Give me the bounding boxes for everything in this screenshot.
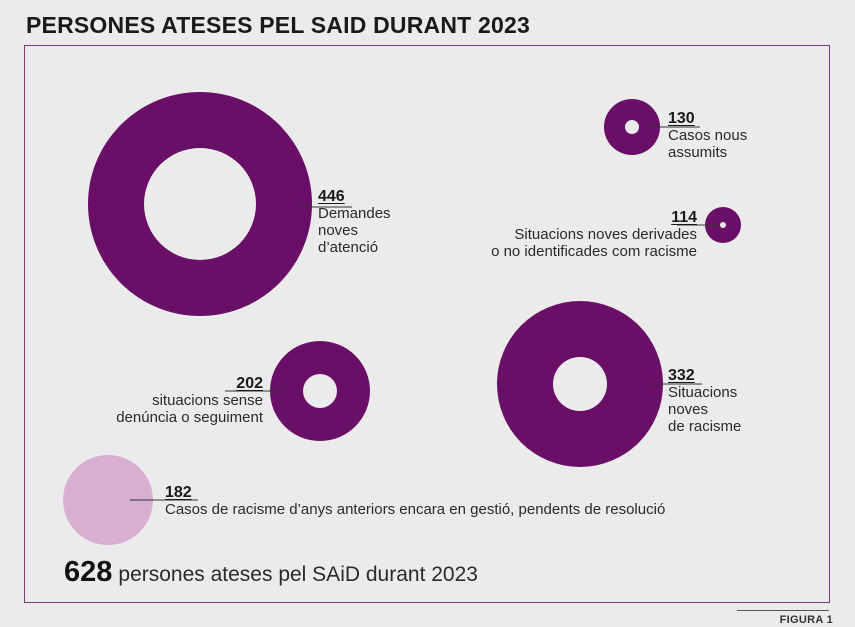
figure-label: FIGURA 1 [779, 614, 833, 626]
ring-sense [225, 341, 370, 441]
label-demandes: 446 Demandes noves d’atenció [318, 188, 391, 256]
desc-derivades: Situacions noves derivades o no identifi… [491, 226, 697, 260]
ring-hole-casos [625, 120, 639, 134]
desc-demandes: Demandes noves d’atenció [318, 205, 391, 256]
label-racisme: 332 Situacions noves de racisme [668, 367, 741, 435]
ring-derivades [677, 207, 741, 243]
ring-racisme [497, 301, 702, 467]
desc-sense: situacions sense denúncia o seguiment [116, 392, 263, 426]
total-summary: 628 persones ateses pel SAiD durant 2023 [64, 556, 478, 589]
value-derivades: 114 [671, 209, 697, 226]
chart-title: PERSONES ATESES PEL SAID DURANT 2023 [26, 12, 530, 38]
label-casos: 130 Casos nous assumits [668, 110, 747, 161]
ring-hole-sense [303, 374, 337, 408]
desc-anteriors: Casos de racisme d’anys anteriors encara… [165, 501, 666, 518]
ring-hole-racisme [553, 357, 607, 411]
value-anteriors: 182 [165, 484, 192, 501]
ring-anteriors [63, 455, 198, 545]
value-racisme: 332 [668, 367, 695, 384]
value-casos: 130 [668, 110, 695, 127]
total-text: persones ateses pel SAiD durant 2023 [118, 563, 478, 586]
total-value: 628 [64, 556, 113, 588]
chart-frame [24, 45, 830, 603]
value-demandes: 446 [318, 188, 345, 205]
label-anteriors: 182 Casos de racisme d’anys anteriors en… [165, 484, 665, 518]
ring-demandes [88, 92, 352, 316]
figure-rule [737, 610, 829, 611]
ring-casos [604, 99, 700, 155]
value-sense: 202 [236, 375, 263, 392]
desc-casos: Casos nous assumits [668, 127, 748, 161]
ring-outer-anteriors [63, 455, 153, 545]
ring-hole-derivades [720, 222, 726, 228]
ring-hole-demandes [144, 148, 256, 260]
label-derivades: 114 Situacions noves derivades o no iden… [491, 209, 697, 260]
desc-racisme: Situacions noves de racisme [668, 384, 742, 435]
label-sense: 202 situacions sense denúncia o seguimen… [116, 375, 263, 426]
